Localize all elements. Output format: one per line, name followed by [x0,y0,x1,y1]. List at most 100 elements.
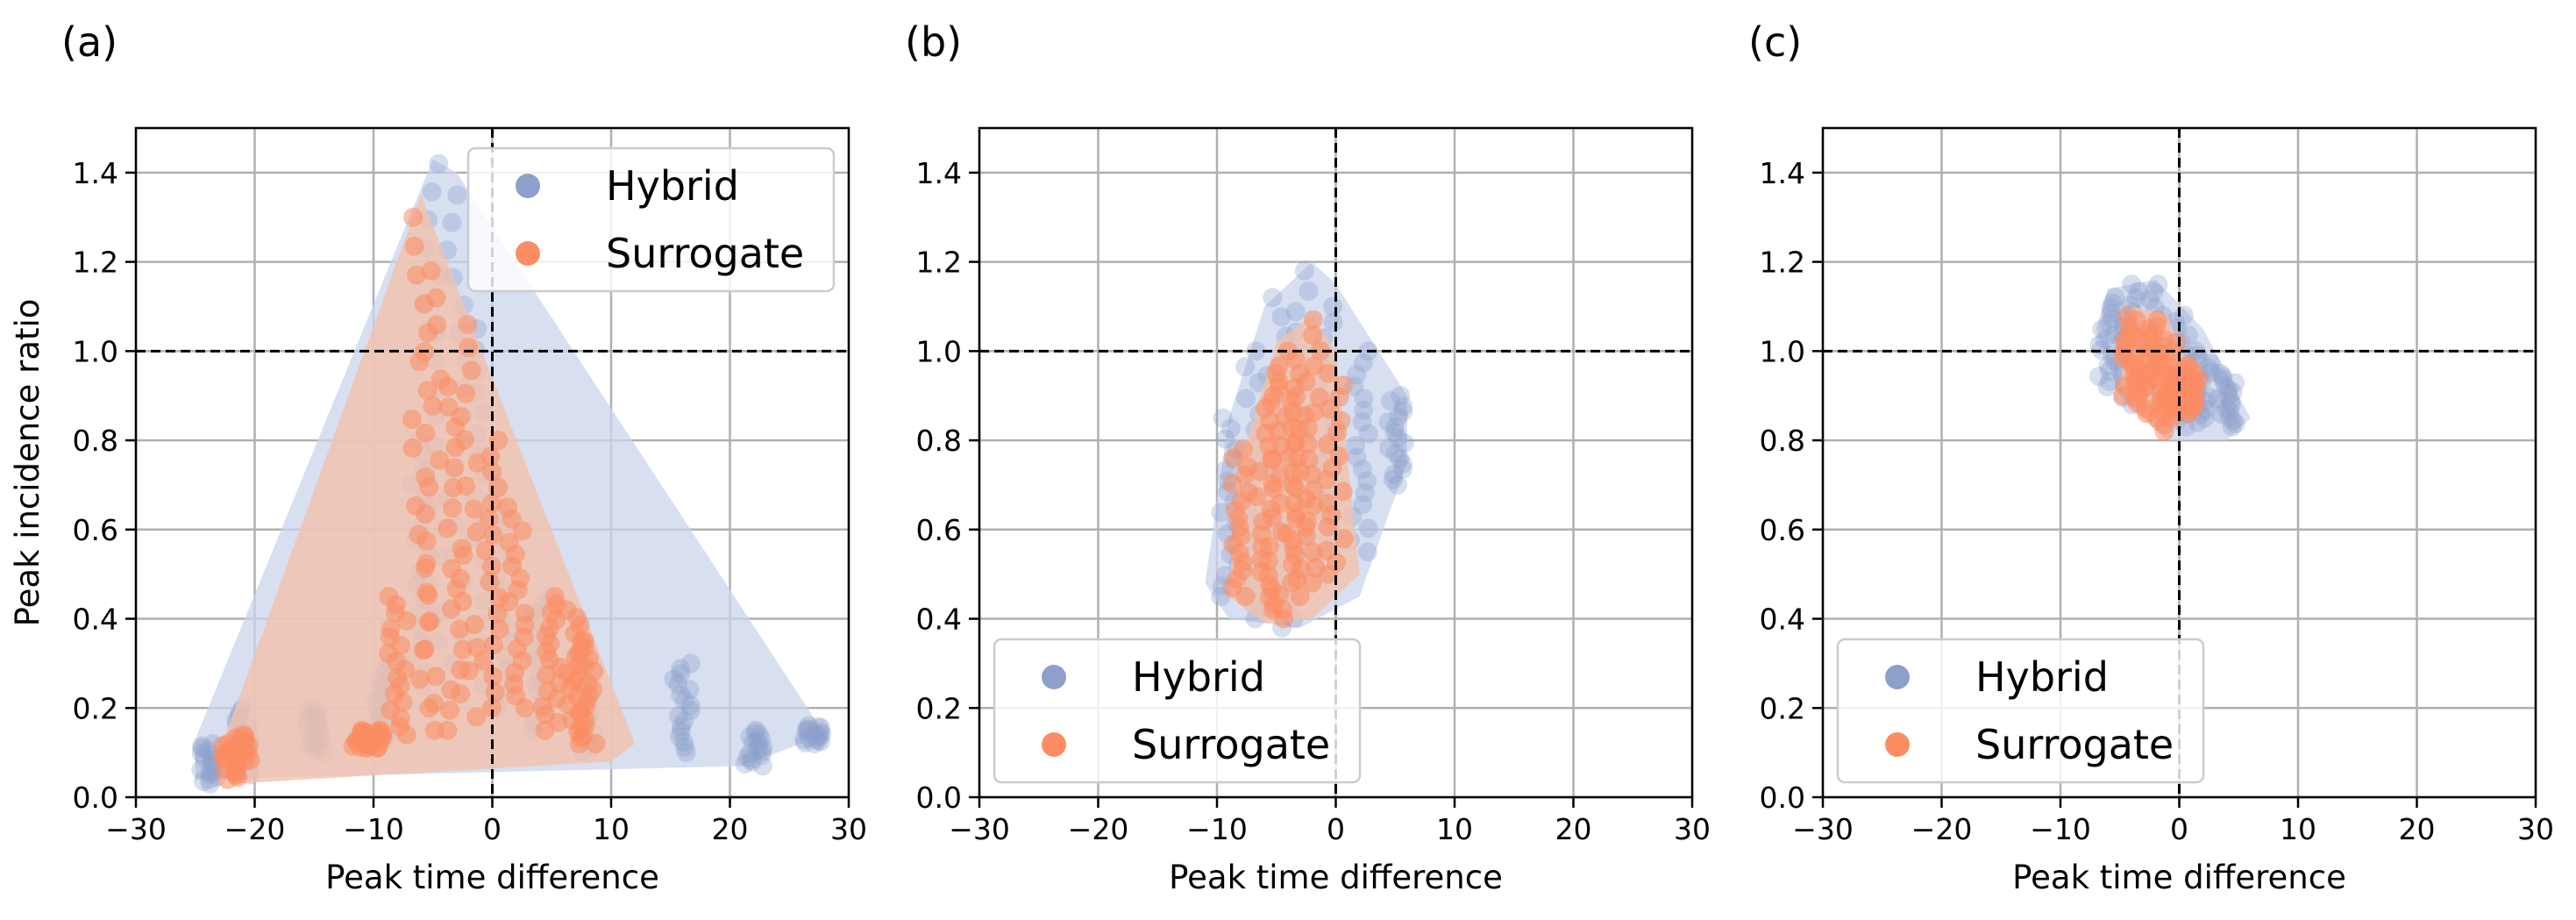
hybrid-point [1385,444,1405,463]
hybrid-point [794,730,815,750]
x-tick-label: −10 [2030,812,2091,846]
y-tick-label: 1.0 [73,334,118,368]
surrogate-point [1304,403,1324,423]
surrogate-point [1296,372,1316,392]
y-axis-label: Peak incidence ratio [9,299,46,627]
hybrid-point [2211,404,2231,424]
legend-label-surrogate: Surrogate [1132,721,1330,768]
surrogate-point [1273,600,1293,620]
surrogate-point [452,591,473,611]
hybrid-point [749,724,769,745]
hybrid-point [192,736,211,756]
hybrid-point [735,754,755,774]
surrogate-point [1304,356,1324,376]
x-tick-label: 10 [593,812,630,846]
surrogate-point [404,236,424,256]
surrogate-point [455,430,475,450]
surrogate-point [1290,587,1310,607]
surrogate-point [430,450,450,470]
x-tick-label: 0 [1327,812,1345,846]
series-surrogate [2112,305,2209,441]
y-tick-label: 0.4 [73,603,118,637]
x-tick-label: −30 [105,812,167,846]
surrogate-point [1263,508,1283,528]
hybrid-point [799,716,819,736]
hybrid-point [806,729,826,748]
hybrid-point [1354,400,1374,420]
surrogate-point [466,707,487,727]
surrogate-point [1303,310,1323,330]
hybrid-point [1346,436,1366,456]
hybrid-point [742,750,761,770]
hybrid-point [1263,288,1283,308]
hybrid-point [2139,290,2160,310]
surrogate-point [465,615,484,635]
x-axis-label: Peak time difference [2012,859,2346,896]
hybrid-point [2216,398,2236,418]
y-tick-label: 0.4 [916,603,962,637]
hybrid-point [680,653,701,674]
surrogate-point [515,603,535,624]
surrogate-point [1261,392,1281,412]
x-tick-label: 20 [712,812,749,846]
surrogate-point [1303,325,1323,346]
hybrid-point [751,745,772,766]
hybrid-point [668,674,688,695]
surrogate-point [1262,450,1282,470]
hybrid-point [811,718,831,738]
hybrid-point [2201,353,2221,374]
hybrid-point [1393,402,1413,422]
surrogate-point [415,639,435,660]
hybrid-point [671,717,691,737]
surrogate-point [456,476,476,496]
hybrid-point [1235,357,1256,377]
hybrid-point [1213,408,1233,428]
panel-c: −30 −20 −10 0 10 20 30 0.0 0.2 0.4 0.6 0.8 1.0 1.2 1.4… [1748,18,2554,896]
hybrid-point [1323,312,1343,332]
hybrid-point [2126,289,2146,309]
hybrid-point [200,774,220,794]
hybrid-point [676,743,696,763]
hybrid-point [1358,518,1378,538]
hybrid-point [2144,282,2164,302]
surrogate-point [1299,449,1319,469]
hybrid-point [671,664,691,684]
hybrid-point [2100,361,2120,382]
surrogate-point [2167,332,2187,353]
hybrid-point [1352,412,1372,432]
hybrid-point [1357,542,1377,562]
hybrid-point [2224,410,2244,431]
hybrid-point [1323,296,1343,317]
legend: Hybrid Surrogate [1836,638,2205,784]
surrogate-point [586,734,606,753]
surrogate-point [466,522,487,542]
hybrid-point [1215,429,1235,449]
y-tick-label: 0.8 [916,424,962,458]
hybrid-point [2218,385,2238,405]
hybrid-point [1353,495,1373,515]
hybrid-point [2097,377,2117,396]
hybrid-point [2208,389,2228,409]
x-tick-label: 30 [2517,812,2554,846]
surrogate-point [438,720,458,740]
surrogate-point [464,499,484,519]
hybrid-point [422,182,442,202]
legend-marker-hybrid [1885,665,1910,689]
hybrid-point [808,717,829,737]
hybrid-point [812,724,832,745]
hybrid-point [742,752,762,772]
x-tick-label: 0 [2170,812,2188,846]
y-tick-label: 0.8 [1760,424,1805,458]
surrogate-point [1281,573,1301,593]
hybrid-point [2216,376,2235,396]
hybrid-point [2089,335,2110,355]
surrogate-point [445,458,465,478]
surrogate-point [1333,481,1353,502]
surrogate-point [1319,363,1339,383]
x-tick-label: 10 [1436,812,1473,846]
surrogate-point [450,619,470,639]
x-tick-label: 30 [830,812,867,846]
series-surrogate [1222,310,1360,629]
legend-marker-surrogate [516,241,540,266]
hybrid-point [669,706,689,726]
